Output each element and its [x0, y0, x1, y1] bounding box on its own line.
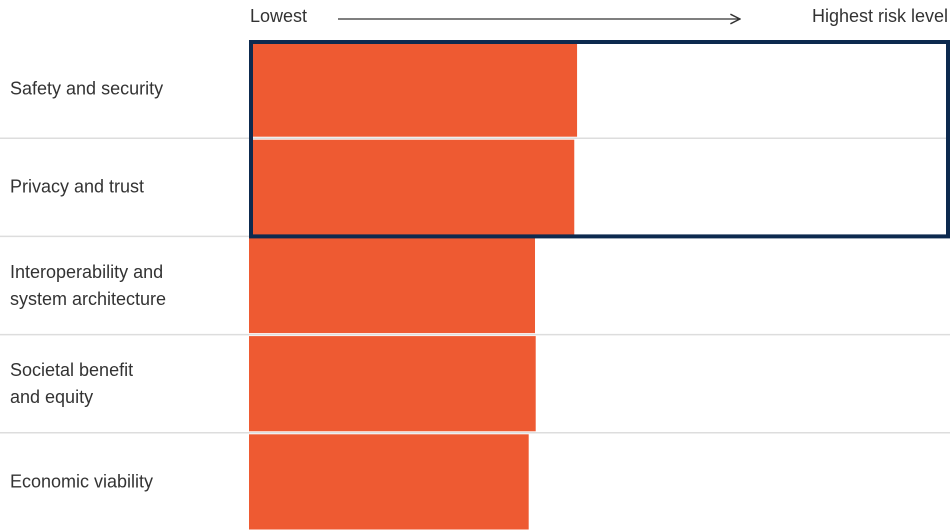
bar [249, 434, 529, 530]
category-label: Economic viability [10, 471, 154, 492]
category-label: Interoperability and system architecture [10, 261, 167, 309]
bar [249, 41, 578, 137]
highlight-box [249, 40, 950, 239]
category-label: Societal benefit and equity [10, 359, 134, 407]
bar [249, 237, 536, 334]
bar [249, 336, 536, 432]
axis-high-label: Highest risk level [811, 6, 948, 26]
axis-low-label: Lowest [250, 6, 308, 26]
bar [249, 139, 575, 235]
category-label: Privacy and trust [10, 176, 145, 197]
category-label: Safety and security [10, 78, 164, 99]
